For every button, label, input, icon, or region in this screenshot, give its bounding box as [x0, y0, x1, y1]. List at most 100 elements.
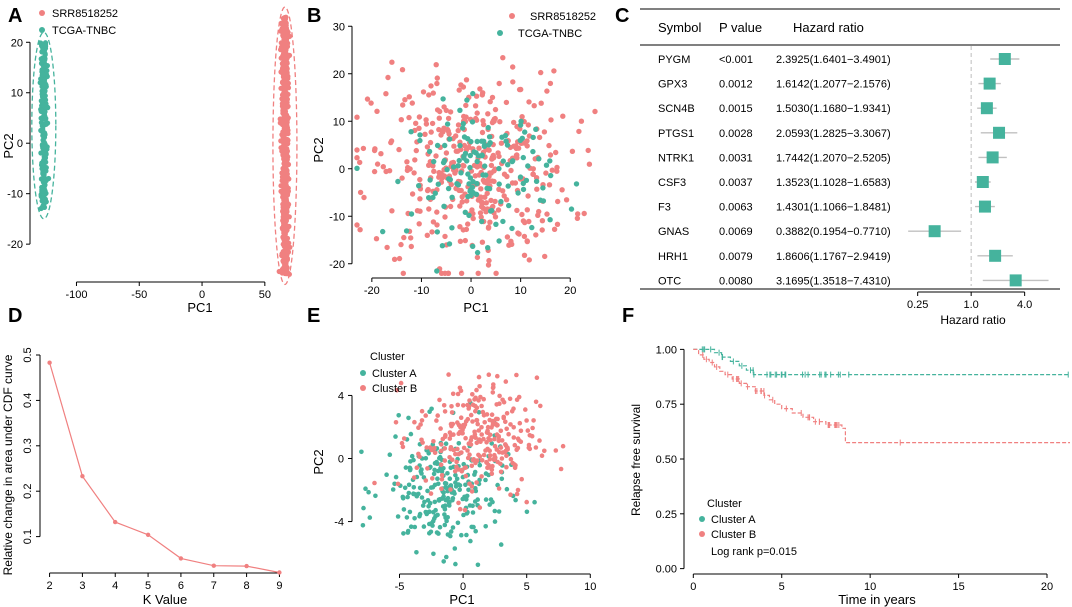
- point-cluster-a: [476, 410, 482, 415]
- point-cluster-b: [495, 422, 500, 428]
- point-srr8518252: [286, 176, 292, 182]
- point-cluster-b: [473, 403, 478, 409]
- point-cluster-b: [460, 430, 465, 436]
- panel-label-d: D: [8, 305, 22, 327]
- point-tcga-tnbc: [449, 225, 455, 231]
- point-cluster-b: [507, 396, 513, 402]
- point-tcga-tnbc: [40, 175, 46, 181]
- point-srr8518252: [281, 239, 288, 246]
- header-pvalue: P value: [719, 20, 762, 35]
- point-tcga-tnbc: [547, 158, 553, 164]
- point-cluster-a: [447, 476, 453, 482]
- point-cluster-a: [359, 449, 364, 455]
- point-cluster-a: [499, 476, 505, 482]
- point-cluster-a: [393, 474, 399, 480]
- point-srr8518252: [354, 222, 360, 228]
- point-cluster-b: [489, 467, 495, 473]
- point-cluster-b: [461, 403, 466, 408]
- point-cluster-a: [412, 516, 417, 521]
- point-cluster-b: [449, 404, 454, 409]
- point-cluster-b: [476, 398, 481, 403]
- point-cluster-a: [471, 524, 476, 530]
- point-tcga-tnbc: [408, 211, 415, 217]
- panel-label-b: B: [307, 5, 321, 27]
- point-cluster-b: [519, 476, 524, 482]
- point-srr8518252: [524, 143, 530, 149]
- legend-dot: [360, 385, 366, 391]
- point-cluster-a: [464, 532, 469, 538]
- point-srr8518252: [463, 102, 469, 109]
- point-srr8518252: [501, 193, 507, 199]
- point-cluster-b: [427, 445, 433, 450]
- point-cluster-b: [514, 372, 519, 378]
- point-tcga-tnbc: [444, 121, 451, 127]
- point-tcga-tnbc: [354, 165, 360, 171]
- row-pvalue: 0.0012: [719, 79, 753, 91]
- point-srr8518252: [524, 138, 530, 144]
- point-cluster-a: [390, 487, 396, 492]
- point-srr8518252: [451, 143, 457, 149]
- point-cluster-b: [479, 403, 484, 409]
- row-pvalue: 0.0079: [719, 251, 753, 263]
- point-srr8518252: [422, 131, 428, 137]
- point-srr8518252: [420, 89, 427, 95]
- point-srr8518252: [476, 145, 482, 151]
- point-srr8518252: [282, 80, 288, 86]
- point-cluster-a: [387, 452, 393, 458]
- y-tick-label: 0.25: [656, 509, 677, 521]
- point-srr8518252: [429, 229, 435, 235]
- point-srr8518252: [519, 114, 525, 120]
- row-hr-text: 1.8606(1.1767−2.9419): [776, 251, 891, 263]
- point-cluster-b: [524, 418, 529, 423]
- point-cluster-b: [457, 385, 463, 391]
- y-tick-label: -10: [7, 189, 23, 201]
- legend-label: TCGA-TNBC: [52, 25, 116, 37]
- point-cluster-a: [463, 482, 468, 488]
- point-srr8518252: [513, 145, 519, 152]
- point-cluster-b: [498, 428, 504, 434]
- point-srr8518252: [492, 214, 499, 220]
- point-tcga-tnbc: [41, 130, 47, 136]
- point-cluster-b: [423, 478, 429, 483]
- point-cluster-a: [417, 485, 423, 491]
- point-cluster-b: [472, 432, 478, 437]
- point-cluster-a: [404, 515, 410, 520]
- point-tcga-tnbc: [529, 224, 535, 231]
- point-srr8518252: [533, 232, 539, 238]
- point-srr8518252: [448, 181, 454, 188]
- km-curve-cluster-a: [693, 348, 1070, 376]
- point-cluster-b: [463, 473, 469, 479]
- point-cluster-a: [475, 562, 481, 568]
- point-cluster-a: [483, 471, 489, 476]
- point-tcga-tnbc: [41, 199, 47, 205]
- point-tcga-tnbc: [473, 191, 480, 197]
- point-cluster-a: [457, 487, 463, 493]
- point-srr8518252: [354, 114, 360, 120]
- point-tcga-tnbc: [465, 193, 471, 200]
- point-cluster-b: [504, 453, 509, 459]
- point-srr8518252: [544, 88, 550, 94]
- x-tick-label: 6: [178, 580, 184, 592]
- y-tick-label: 0.50: [656, 454, 677, 466]
- point-srr8518252: [428, 83, 434, 89]
- point-cluster-b: [446, 372, 451, 377]
- point-tcga-tnbc: [520, 154, 526, 161]
- point-srr8518252: [389, 208, 395, 214]
- point-cluster-b: [455, 391, 461, 397]
- point-cluster-b: [463, 465, 469, 470]
- point-srr8518252: [399, 67, 406, 73]
- y-axis-title: PC2: [311, 449, 326, 474]
- point-cluster-a: [488, 497, 494, 502]
- x-tick-label: 15: [952, 581, 964, 593]
- point-cluster-b: [490, 390, 496, 395]
- panel-f: 0 5 10 15 20 0.00 0.25 0.50 0.75 1.00 Time in year…: [629, 344, 1070, 607]
- point-cluster-b: [505, 445, 510, 451]
- point-cluster-a: [445, 532, 451, 537]
- point-tcga-tnbc: [40, 55, 46, 61]
- point-tcga-tnbc: [568, 206, 575, 212]
- point-cluster-a: [467, 503, 473, 508]
- point-cluster-a: [425, 510, 431, 515]
- point-tcga-tnbc: [500, 218, 506, 225]
- row-symbol: SCN4B: [658, 103, 695, 115]
- y-axis-title: PC2: [311, 137, 326, 162]
